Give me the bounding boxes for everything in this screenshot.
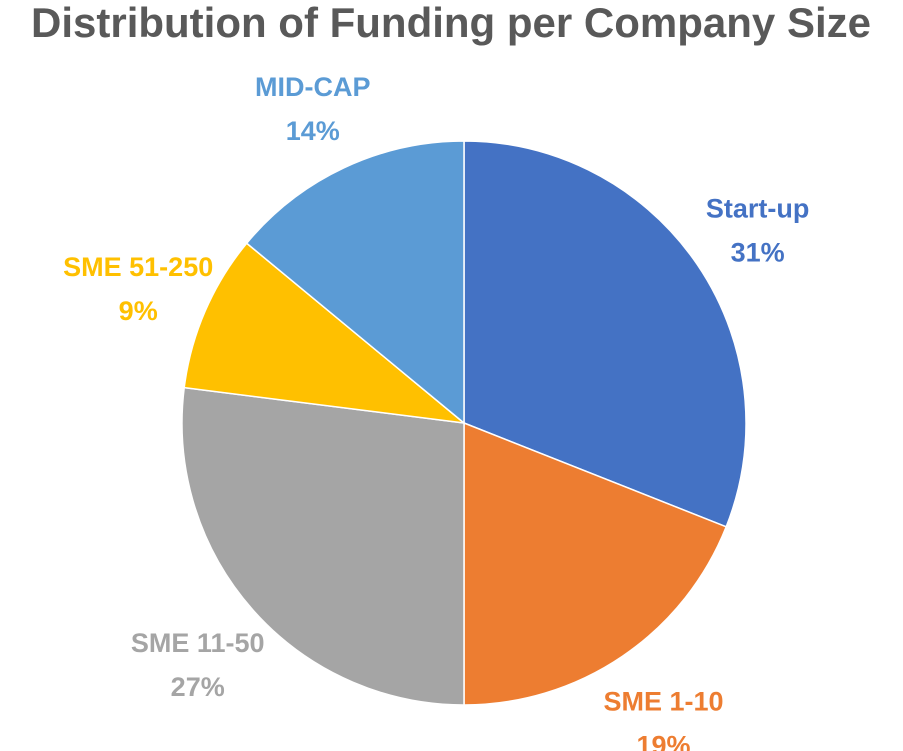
slice-value-sme-11-50: 27% — [171, 672, 225, 702]
pie-slice-mid-cap — [245, 140, 465, 425]
pie-slice-sme-11-50 — [181, 386, 465, 706]
slice-value-start-up: 31% — [731, 238, 785, 268]
pie-slice-sme-1-10 — [463, 421, 728, 706]
slice-value-sme-1-10: 19% — [636, 731, 690, 751]
slice-label-start-up: Start-up — [706, 194, 810, 224]
slice-label-mid-cap: MID-CAP — [255, 72, 371, 102]
slice-label-sme-51-250: SME 51-250 — [63, 252, 213, 282]
slice-label-sme-1-10: SME 1-10 — [603, 687, 723, 717]
slice-value-sme-51-250: 9% — [119, 296, 158, 326]
pie-slice-sme-51-250 — [183, 242, 467, 425]
slice-labels: Start-up 31% SME 1-10 19% SME 11-50 27% SME 51… — [63, 72, 809, 751]
slice-label-sme-11-50: SME 11-50 — [131, 628, 265, 658]
pie-slice-start-up — [463, 140, 747, 528]
chart-title: Distribution of Funding per Company Size — [31, 0, 871, 46]
pie-slices — [181, 140, 747, 706]
slice-value-mid-cap: 14% — [286, 116, 340, 146]
